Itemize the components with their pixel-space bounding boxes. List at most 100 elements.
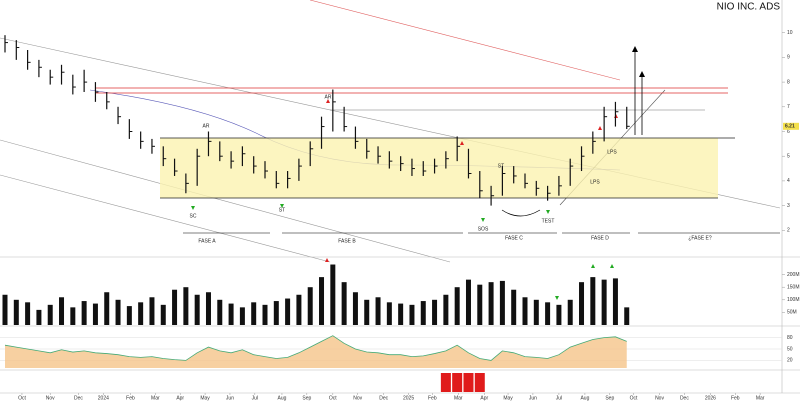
x-tick-label: Jun [529,395,537,401]
x-tick-label: 2025 [403,395,414,401]
volume-bar [70,307,76,325]
volume-bar [522,297,528,325]
volume-bar [352,292,358,325]
annotation: AR [203,123,210,129]
signal-bar [463,373,474,392]
x-tick-label: Mar [151,395,160,401]
volume-bar [545,302,551,325]
annotation: ST [279,207,285,213]
x-tick-label: Nov [46,395,55,401]
signal-bar [440,373,451,392]
volume-bar [319,277,325,325]
volume-bar [488,282,494,325]
volume-bar [13,299,19,325]
annotation: TEST [542,218,555,224]
y-tick-label: 5 [787,154,790,160]
x-tick-label: Dec [74,395,83,401]
phase-label: FASE D [591,235,609,241]
volume-bar [25,302,31,325]
y-tick-label: 7 [787,104,790,110]
y-tick-label: 3 [787,203,790,209]
x-tick-label: Sep [302,395,311,401]
volume-bar [443,294,449,325]
x-tick-label: Feb [731,395,740,401]
oscillator-line [4,335,627,361]
volume-bar [239,307,245,325]
phase-label: FASE B [338,238,356,244]
x-tick-label: Dec [680,395,689,401]
volume-bar [228,303,234,325]
y-tick-label: 10 [787,30,793,36]
x-tick-label: Mar [454,395,463,401]
volume-bar [285,298,291,325]
phase-label: FASE A [198,238,216,244]
x-tick-label: Oct [18,395,26,401]
annotation: AR [325,94,332,100]
arrow-head [632,46,638,52]
x-tick-label: Nov [353,395,362,401]
y-tick-label: 200M [787,272,800,278]
volume-bar [205,292,211,325]
volume-bar [126,306,132,325]
y-tick-label: 150M [787,285,800,291]
signal-bar [474,373,485,392]
y-tick-label: 50 [787,346,793,352]
x-tick-label: Aug [278,395,287,401]
last-price-label: 6.21 [785,124,795,130]
volume-bar [92,303,98,325]
volume-bar [386,302,392,325]
x-tick-label: Sep [605,395,614,401]
volume-bar [624,307,630,325]
volume-bar [511,289,517,325]
x-tick-label: Oct [329,395,337,401]
volume-bar [398,303,404,325]
y-tick-label: 20 [787,358,793,364]
x-tick-label: Jul [556,395,562,401]
volume-bar [307,287,313,325]
volume-bar [375,297,381,325]
volume-bar [432,299,438,325]
volume-bar [330,264,336,325]
oscillator-area [5,335,627,368]
volume-bar [183,287,189,325]
signal-bar [452,373,463,392]
x-tick-label: Apr [480,395,488,401]
volume-bar [477,284,483,325]
x-tick-label: Feb [126,395,135,401]
y-tick-label: 9 [787,55,790,61]
x-tick-label: Apr [176,395,184,401]
y-tick-label: 8 [787,79,790,85]
y-tick-label: 100M [787,297,800,303]
x-tick-label: Nov [655,395,664,401]
volume-bar [2,294,8,325]
volume-bar [341,282,347,325]
volume-bar [590,277,596,325]
volume-bar [465,279,471,325]
volume-bar [273,301,279,325]
volume-bar [364,299,370,325]
x-tick-label: Aug [580,395,589,401]
phase-label: ¿FASE E? [688,235,712,241]
x-tick-label: 2026 [705,395,716,401]
x-tick-label: Jul [252,395,258,401]
y-tick-label: 6 [787,129,790,135]
volume-bar [115,299,121,325]
volume-bar [420,301,426,325]
x-tick-label: Feb [428,395,437,401]
annotation: ST [498,163,504,169]
chart-title: NIO INC. ADS [717,2,781,13]
volume-bar [160,304,166,325]
volume-bar [612,278,618,325]
x-tick-label: Jun [226,395,234,401]
x-tick-label: Dec [379,395,388,401]
volume-bar [36,309,42,325]
volume-bar [47,304,53,325]
x-tick-label: 2024 [98,395,109,401]
volume-bar [533,299,539,325]
volume-bar [567,299,573,325]
spring-curve [501,209,541,217]
volume-bar [601,279,607,325]
